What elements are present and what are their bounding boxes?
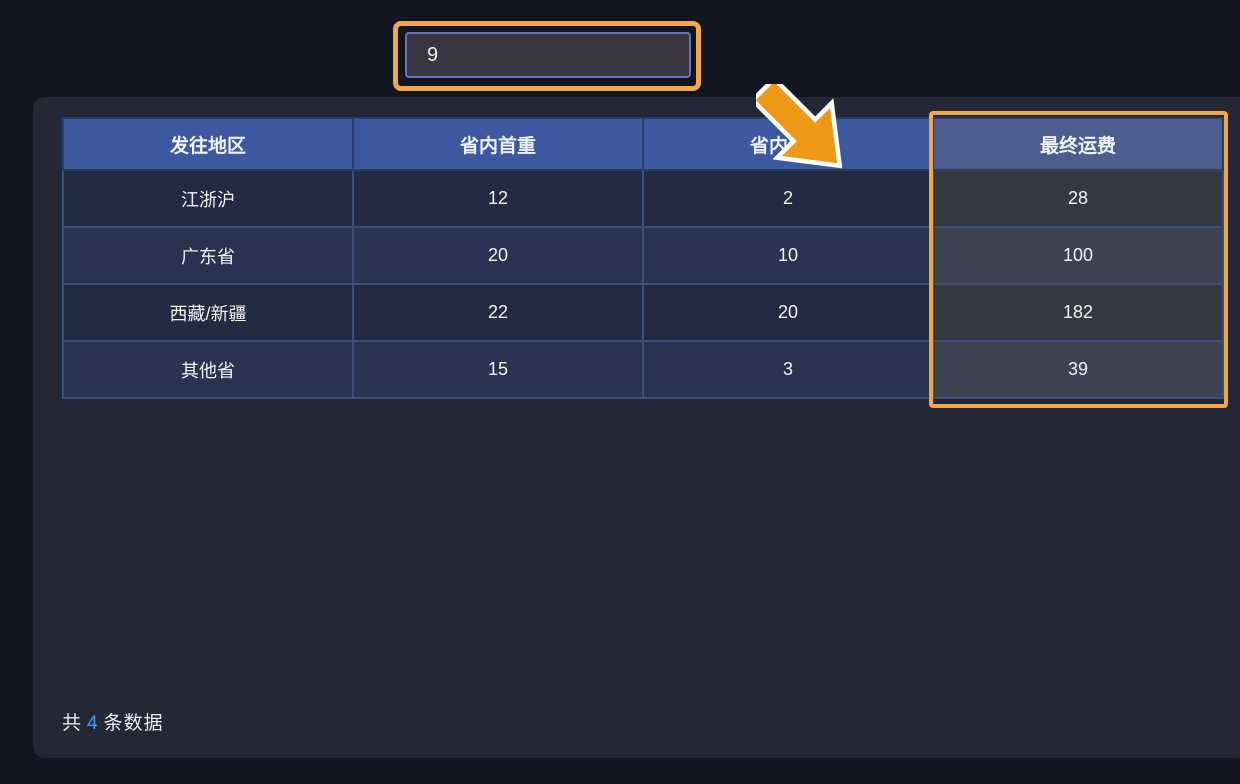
cell-final-fee: 182 [932, 283, 1224, 342]
shipping-fee-table: 发往地区 省内首重 省内续重 最终运费 江浙沪 12 2 28 广东省 20 1… [62, 117, 1224, 399]
weight-input[interactable] [405, 32, 691, 78]
cell-region: 广东省 [62, 226, 354, 285]
cell-final-fee: 39 [932, 340, 1224, 399]
column-header-first-weight: 省内首重 [352, 117, 644, 171]
total-suffix: 条数据 [103, 713, 164, 734]
table-row: 其他省 15 3 39 [62, 340, 1224, 399]
cell-final-fee: 28 [932, 169, 1224, 228]
total-records-text: 共 4 条数据 [62, 708, 164, 735]
content-panel: 发往地区 省内首重 省内续重 最终运费 江浙沪 12 2 28 广东省 20 1… [33, 97, 1240, 758]
column-header-additional-weight: 省内续重 [642, 117, 934, 171]
total-count: 4 [87, 713, 99, 734]
cell-region: 西藏/新疆 [62, 283, 354, 342]
table-row: 广东省 20 10 100 [62, 226, 1224, 285]
table-header-row: 发往地区 省内首重 省内续重 最终运费 [62, 117, 1224, 171]
cell-region: 其他省 [62, 340, 354, 399]
cell-additional-weight: 10 [642, 226, 934, 285]
cell-first-weight: 22 [352, 283, 644, 342]
column-header-region: 发往地区 [62, 117, 354, 171]
cell-first-weight: 20 [352, 226, 644, 285]
table-row: 江浙沪 12 2 28 [62, 169, 1224, 228]
cell-first-weight: 15 [352, 340, 644, 399]
cell-final-fee: 100 [932, 226, 1224, 285]
cell-additional-weight: 3 [642, 340, 934, 399]
column-header-final-fee: 最终运费 [932, 117, 1224, 171]
total-prefix: 共 [62, 713, 83, 734]
table-row: 西藏/新疆 22 20 182 [62, 283, 1224, 342]
cell-additional-weight: 2 [642, 169, 934, 228]
cell-additional-weight: 20 [642, 283, 934, 342]
cell-region: 江浙沪 [62, 169, 354, 228]
cell-first-weight: 12 [352, 169, 644, 228]
input-highlight-box [393, 21, 701, 91]
